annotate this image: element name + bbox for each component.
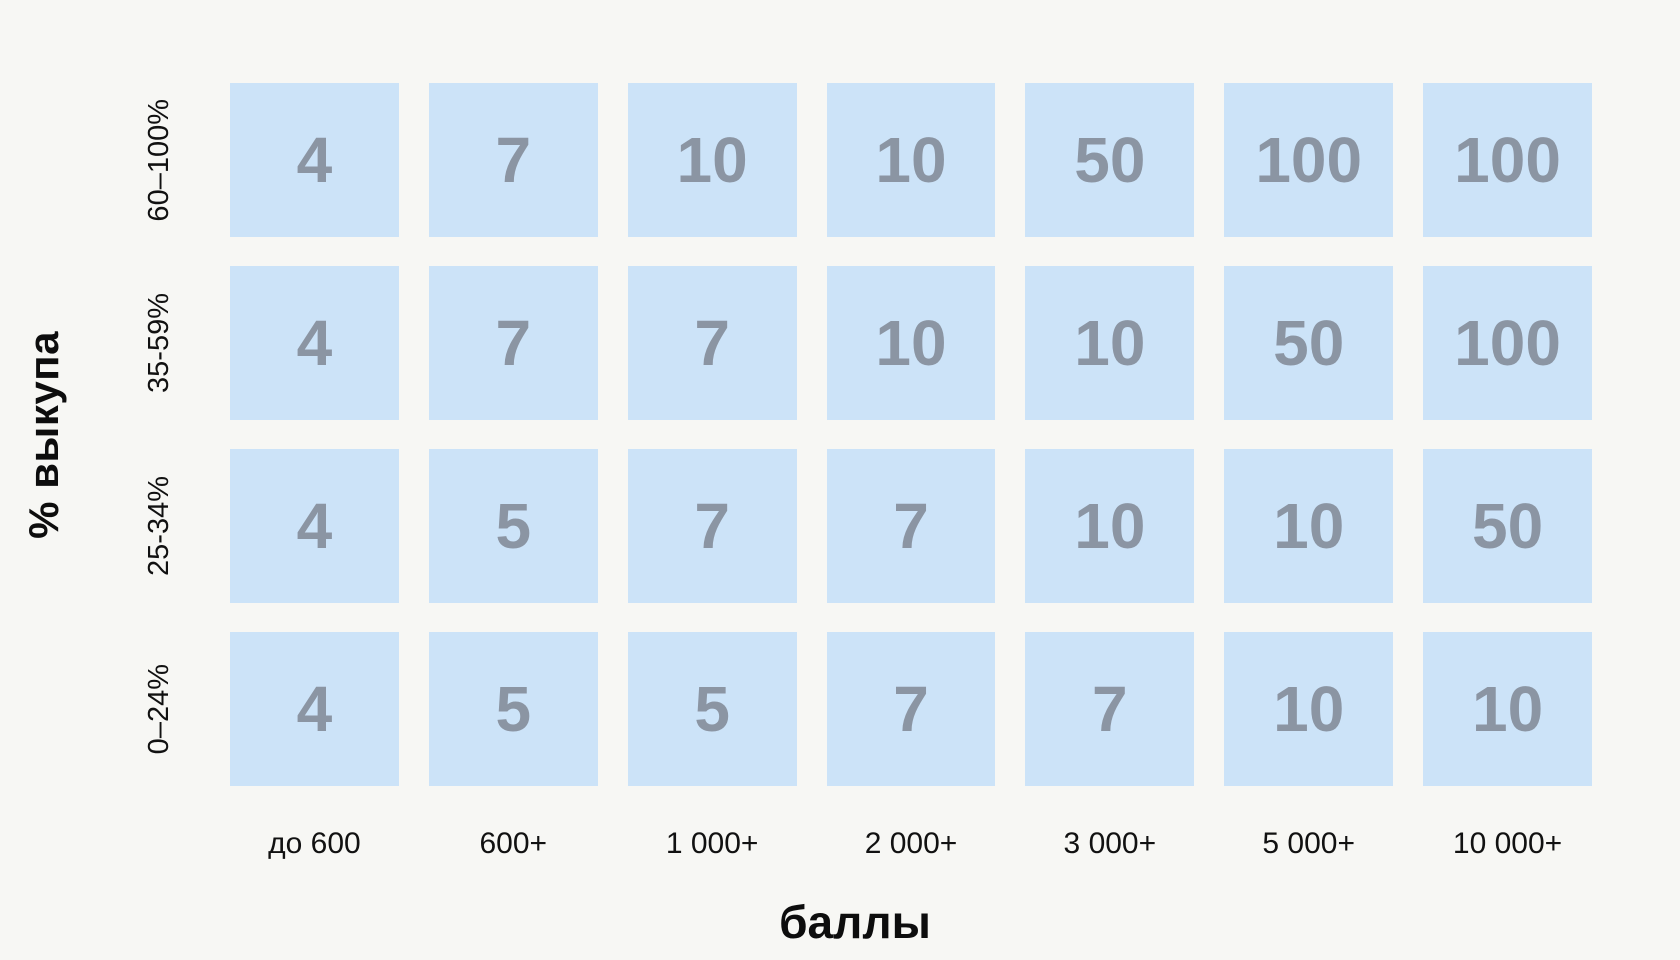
matrix-cell-r1c7: 100 [1423,83,1592,237]
matrix-cell-r2c3: 7 [627,266,797,420]
matrix-cell-r2c2: 7 [428,266,598,420]
matrix-cell-r2c7: 100 [1423,266,1592,420]
y-axis-title: % выкупа [0,83,88,786]
matrix-cell-r2c5: 10 [1025,266,1195,420]
matrix-cell-r3c7: 50 [1423,449,1592,603]
x-tick-label-5000: 5 000+ [1262,827,1355,860]
x-tick-label-2000: 2 000+ [864,827,958,860]
matrix-cell-r1c6: 100 [1224,83,1394,237]
matrix-cell-r1c5: 50 [1025,83,1195,237]
x-tick-label-1000: 1 000+ [665,827,759,860]
matrix-cell-r3c1: 4 [230,449,399,603]
row-label-0-24: 0–24% [142,663,175,755]
matrix-cell-r4c4: 7 [826,632,996,786]
x-tick-label-3000: 3 000+ [1063,827,1157,860]
row-label-60-100: 60–100% [142,98,175,222]
matrix-cell-r4c3: 5 [627,632,797,786]
x-tick-label-do-600: до 600 [268,827,361,860]
matrix-cell-r2c6: 50 [1224,266,1394,420]
matrix-cell-r1c1: 4 [230,83,399,237]
matrix-cell-r2c4: 10 [826,266,996,420]
matrix-cell-r4c2: 5 [428,632,598,786]
matrix-cell-r1c4: 10 [826,83,996,237]
row-label-35-59: 35-59% [142,293,175,393]
matrix-cell-r4c7: 10 [1423,632,1592,786]
matrix-cell-r4c6: 10 [1224,632,1394,786]
matrix-cell-r1c2: 7 [428,83,598,237]
matrix-cell-r3c3: 7 [627,449,797,603]
matrix-cell-r3c6: 10 [1224,449,1394,603]
matrix-cell-r1c3: 10 [627,83,797,237]
matrix-cell-r4c5: 7 [1025,632,1195,786]
y-axis-title-text: % выкупа [20,330,67,539]
matrix-cell-r3c4: 7 [826,449,996,603]
row-label-25-34: 25-34% [142,476,175,576]
x-axis-title: баллы [118,890,1592,954]
matrix-cell-r3c2: 5 [428,449,598,603]
matrix-cell-r2c1: 4 [230,266,399,420]
matrix-cell-r3c5: 10 [1025,449,1195,603]
x-axis-title-text: баллы [779,896,931,948]
matrix-cell-r4c1: 4 [230,632,399,786]
x-tick-label-10000: 10 000+ [1452,827,1563,860]
x-tick-label-600: 600+ [479,827,548,860]
